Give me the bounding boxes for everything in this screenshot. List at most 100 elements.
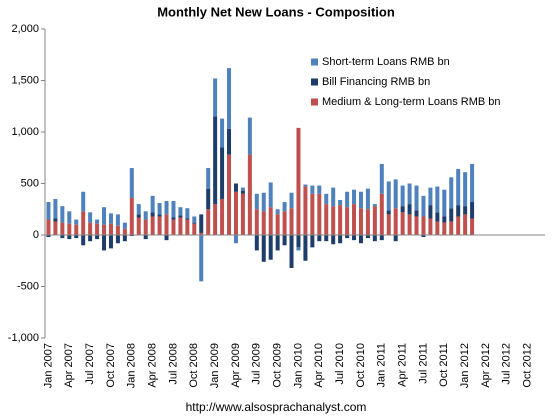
bar-segment (386, 210, 391, 215)
bar-segment (365, 235, 370, 239)
bar-segment (275, 235, 280, 251)
bar-segment (303, 235, 308, 261)
bar-segment (428, 218, 433, 235)
bar-segment (178, 207, 183, 216)
y-tick-label: 1,500 (11, 74, 39, 86)
bar-segment (358, 208, 363, 235)
bar-segment (317, 185, 322, 194)
bar-segment (67, 223, 72, 235)
bar-segment (303, 186, 308, 235)
bar-segment (46, 202, 51, 220)
bar-segment (136, 204, 141, 215)
bar-segment (449, 177, 454, 209)
bar-segment (88, 212, 93, 223)
bar-segment (400, 185, 405, 207)
bar-segment (143, 211, 148, 220)
bar-segment (379, 193, 384, 235)
bar-segment (157, 214, 162, 217)
x-tick-label: Oct 2010 (355, 343, 367, 388)
bar-segment (400, 212, 405, 235)
bar-segment (317, 235, 322, 242)
bar-segment (60, 206, 65, 223)
bar-segment (449, 208, 454, 222)
bar-segment (268, 207, 273, 235)
bar-segment (421, 195, 426, 217)
x-tick-label: Jul 2007 (84, 343, 96, 385)
bar-segment (456, 216, 461, 235)
bar-segment (115, 235, 120, 244)
bar-segment (220, 198, 225, 235)
bar-segment (442, 189, 447, 217)
x-tick-label: Apr 2010 (313, 343, 325, 388)
bar-segment (185, 208, 190, 219)
bar-segment (199, 235, 204, 282)
legend-label: Bill Financing RMB bn (322, 76, 430, 88)
bar-segment (400, 206, 405, 213)
bar-segment (233, 191, 238, 235)
bar-segment (102, 224, 107, 235)
bar-segment (150, 216, 155, 235)
bar-segment (268, 235, 273, 260)
bar-segment (456, 205, 461, 217)
bar-segment (407, 204, 412, 215)
bar-segment (407, 183, 412, 205)
bar-segment (345, 191, 350, 208)
y-tick-label: 2,000 (11, 23, 39, 35)
y-tick-label: -500 (17, 280, 39, 292)
bar-segment (428, 187, 433, 206)
bar-segment (74, 224, 79, 235)
bar-segment (213, 204, 218, 235)
bar-segment (220, 147, 225, 199)
bar-segment (352, 204, 357, 235)
bar-segment (414, 185, 419, 211)
bar-segment (164, 214, 169, 235)
bar-segment (365, 209, 370, 235)
bar-segment (233, 183, 238, 192)
bar-segment (74, 235, 79, 239)
bar-segment (220, 118, 225, 148)
bar-segment (379, 235, 384, 241)
bar-segment (345, 235, 350, 239)
bar-segment (143, 235, 148, 240)
bar-segment (421, 216, 426, 235)
bar-segment (240, 193, 245, 235)
bar-segment (324, 193, 329, 205)
bar-segment (81, 211, 86, 235)
bar-segment (150, 195, 155, 213)
bar-segment (372, 235, 377, 242)
x-tick-label: Oct 2009 (272, 343, 284, 388)
bar-segment (372, 206, 377, 235)
bar-segment (352, 189, 357, 205)
bar-segment (254, 193, 259, 210)
bar-segment (136, 217, 141, 235)
bar-segment (233, 235, 238, 244)
bar-segment (393, 179, 398, 209)
bar-segment (95, 235, 100, 240)
legend-swatch (311, 98, 318, 106)
bar-segment (60, 235, 65, 239)
x-tick-label: Jul 2008 (167, 343, 179, 385)
bar-segment (192, 223, 197, 235)
x-tick-label: Apr 2007 (63, 343, 75, 388)
bar-segment (345, 207, 350, 235)
bar-segment (470, 202, 475, 219)
bar-segment (456, 169, 461, 206)
bar-segment (178, 215, 183, 218)
bar-segment (129, 168, 134, 198)
bar-segment (67, 211, 72, 224)
bar-segment (421, 235, 426, 238)
x-tick-label: Oct 2008 (188, 343, 200, 388)
bar-segment (386, 214, 391, 235)
bar-segment (372, 204, 377, 207)
bar-segment (74, 219, 79, 225)
bar-segment (358, 191, 363, 209)
legend-swatch (311, 58, 318, 66)
bar-segment (275, 214, 280, 235)
bar-segment (171, 217, 176, 220)
bar-segment (227, 128, 232, 155)
bar-segment (414, 210, 419, 217)
bar-segment (136, 214, 141, 218)
x-tick-label: Jan 2012 (459, 343, 471, 388)
bar-segment (88, 222, 93, 235)
bar-segment (317, 193, 322, 235)
